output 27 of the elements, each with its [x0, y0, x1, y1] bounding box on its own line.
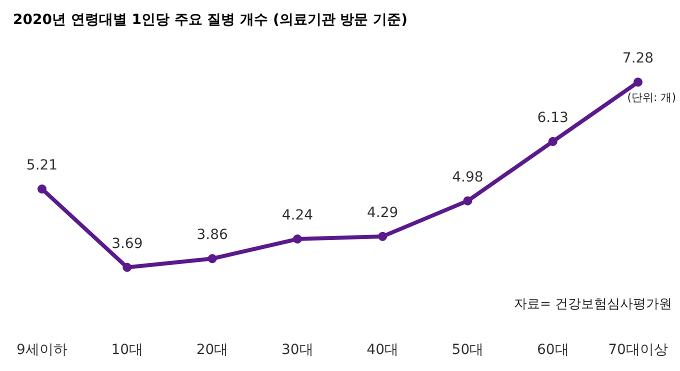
point: [292, 234, 302, 244]
x-tick-label: 50대: [452, 342, 484, 358]
x-tick-label: 70대이상: [608, 342, 668, 358]
data-label: 4.98: [452, 169, 484, 186]
x-tick-label: 30대: [282, 342, 314, 358]
point: [38, 184, 46, 194]
x-tick-label: 10대: [111, 342, 144, 358]
data-label: 4.29: [366, 204, 398, 221]
x-tick-label: 60대: [536, 342, 569, 358]
data-label: 3.69: [112, 236, 143, 252]
x-tick-label: 9세이하: [16, 342, 68, 358]
data-label: 4.24: [282, 208, 314, 224]
data-label: 7.28: [622, 50, 654, 67]
chart-title: 2020년 연령대별 1인당 주요 질병 개수 (의료기관 방문 기준): [13, 12, 408, 28]
annotation: (단위: 개): [627, 91, 676, 104]
point: [634, 78, 642, 87]
x-tick-label: 40대: [366, 342, 398, 358]
point: [463, 196, 472, 206]
point: [378, 232, 388, 241]
point: [208, 254, 217, 264]
data-label: 5.21: [26, 157, 58, 174]
x-tick-label: 20대: [196, 342, 228, 358]
point: [122, 262, 132, 272]
data-label: 6.13: [537, 110, 568, 126]
point: [548, 136, 558, 146]
data-label: 3.86: [196, 227, 228, 244]
text: 자료= 건강보험심사평가원: [514, 297, 672, 312]
